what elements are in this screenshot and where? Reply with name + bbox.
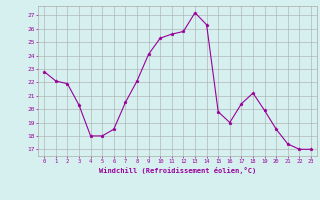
X-axis label: Windchill (Refroidissement éolien,°C): Windchill (Refroidissement éolien,°C) — [99, 167, 256, 174]
